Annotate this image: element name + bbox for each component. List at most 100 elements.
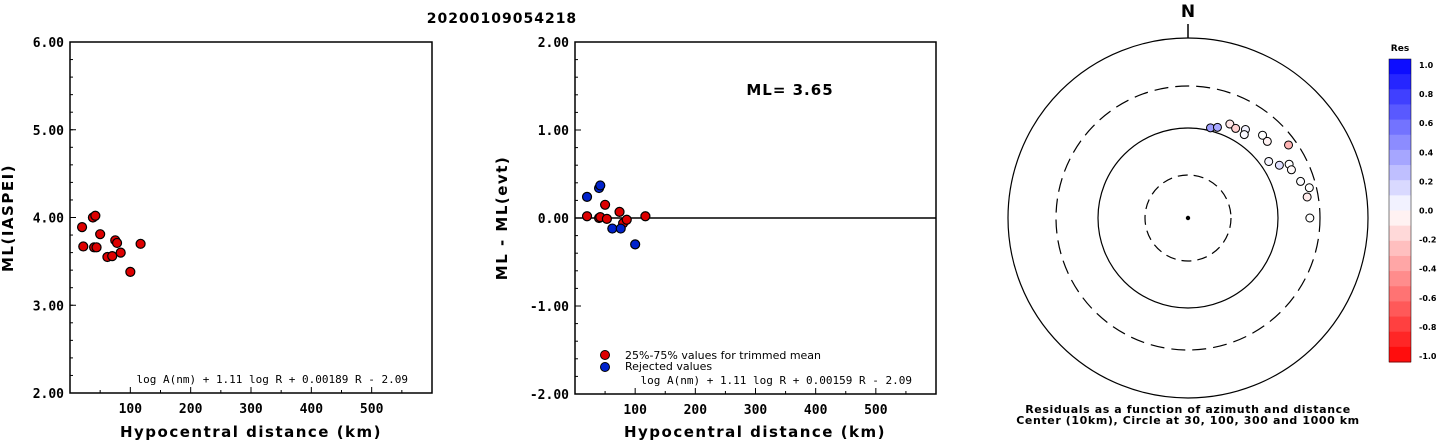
epicenter-dot: [1185, 215, 1191, 221]
polar-caption-line1: Residuals as a function of azimuth and d…: [1025, 403, 1351, 416]
x-tick-label: 500: [360, 402, 384, 417]
colorbar-cell: [1389, 255, 1411, 272]
legend-marker-rejected: [600, 362, 610, 372]
rejected-point: [595, 180, 606, 191]
colorbar-cell: [1389, 180, 1411, 196]
colorbar-tick-label: -0.4: [1419, 265, 1437, 274]
residual-formula: log A(nm) + 1.11 log R + 0.00159 R - 2.0…: [640, 374, 912, 387]
residual-vs-distance-panel: 100 200 300 400 500 -2.00 -1.00 0.00 1.00 2.00 ML…: [493, 36, 937, 441]
colorbar-cell: [1389, 149, 1411, 166]
y-tick-label: 2.00: [538, 36, 569, 51]
residual-y-axis-label: ML - ML(evt): [493, 156, 511, 280]
station-marker: [1305, 213, 1315, 223]
station-marker: [1231, 123, 1241, 133]
colorbar-cell: [1389, 271, 1411, 287]
data-point: [640, 211, 651, 222]
data-point: [76, 222, 88, 233]
rejected-point: [581, 191, 593, 202]
x-tick-label: 300: [239, 402, 263, 417]
colorbar-cell: [1389, 195, 1411, 211]
rejected-point: [615, 223, 626, 234]
data-point: [91, 242, 102, 253]
station-marker: [1239, 130, 1249, 140]
colorbar-cell: [1389, 89, 1411, 105]
ml-x-axis-label: Hypocentral distance (km): [120, 423, 382, 441]
colorbar-cell: [1389, 316, 1411, 333]
residual-x-axis-label: Hypocentral distance (km): [624, 423, 886, 441]
y-tick-label: 0.00: [538, 212, 569, 227]
polar-residual-panel: N Residuals as a function of azimuth and…: [1007, 2, 1369, 427]
colorbar-cell: [1389, 134, 1411, 151]
colorbar-cell: [1389, 225, 1411, 242]
colorbar-tick-label: 0.4: [1419, 148, 1434, 157]
y-tick-label: -2.00: [530, 388, 569, 403]
polar-caption-line2: Center (10km), Circle at 30, 100, 300 an…: [1016, 414, 1360, 427]
legend: 25%-75% values for trimmed mean Rejected…: [600, 349, 821, 373]
colorbar-tick-label: 0.8: [1419, 90, 1434, 99]
ml-vs-distance-panel: 100 200 300 400 500 2.00 3.00 4.00 5.00 6.00 log …: [0, 36, 433, 441]
colorbar-tick-label: 0.6: [1419, 119, 1434, 128]
colorbar-title: Res: [1391, 44, 1409, 54]
ml-formula: log A(nm) + 1.11 log R + 0.00189 R - 2.0…: [136, 373, 408, 386]
x-tick-label: 300: [744, 403, 768, 418]
y-tick-label: 4.00: [33, 212, 64, 227]
colorbar-cell: [1389, 210, 1411, 227]
data-point: [135, 238, 146, 249]
x-tick-label: 400: [804, 403, 828, 418]
y-tick-label: 6.00: [33, 36, 64, 51]
data-point: [115, 247, 126, 258]
residual-colorbar: Res 1.0 0.8 0.6 0.4 0.2 0.0 -0.2 -0.4 -0.6 -0.8 -1…: [1388, 44, 1437, 363]
x-tick-label: 100: [623, 403, 647, 418]
north-label: N: [1181, 2, 1195, 22]
data-point: [95, 229, 106, 240]
ring-100km: [1097, 127, 1279, 309]
y-tick-label: -1.00: [530, 300, 569, 315]
colorbar-cell: [1389, 286, 1411, 302]
station-marker: [1296, 176, 1306, 186]
colorbar-tick-label: 0.2: [1419, 177, 1433, 186]
colorbar-tick-label: -0.6: [1419, 294, 1437, 303]
ml-plot-frame: [69, 41, 433, 394]
data-point: [614, 206, 625, 217]
station-marker: [1212, 122, 1222, 132]
colorbar-cell: [1389, 104, 1411, 121]
figure-title: 20200109054218: [427, 11, 577, 27]
station-marker: [1262, 136, 1272, 146]
x-tick-label: 200: [179, 402, 203, 417]
ml-y-axis-label: ML(IASPEI): [0, 164, 17, 272]
data-point: [621, 214, 632, 225]
colorbar-cell: [1389, 119, 1411, 136]
data-point: [581, 211, 593, 222]
legend-label-trimmed: 25%-75% values for trimmed mean: [625, 349, 821, 362]
ring-300km: [1055, 85, 1321, 351]
data-point: [111, 237, 123, 249]
colorbar-tick-label: -0.8: [1419, 323, 1437, 332]
colorbar-cell: [1389, 59, 1411, 75]
data-point: [90, 210, 101, 221]
colorbar-cell: [1389, 165, 1411, 181]
rejected-point: [607, 223, 618, 234]
data-point: [78, 241, 89, 252]
data-point: [125, 266, 136, 278]
data-point: [107, 251, 118, 262]
legend-label-rejected: Rejected values: [625, 360, 712, 373]
station-marker: [1264, 156, 1274, 166]
colorbar-tick-label: -1.0: [1419, 352, 1437, 361]
x-tick-label: 100: [119, 402, 143, 417]
ml-event-value: ML= 3.65: [746, 81, 833, 99]
station-marker: [1284, 140, 1294, 150]
colorbar-cell: [1389, 331, 1411, 348]
data-point: [599, 199, 611, 210]
colorbar-cell: [1389, 301, 1411, 318]
y-tick-label: 5.00: [33, 124, 64, 139]
colorbar-frame: [1388, 58, 1412, 363]
x-tick-label: 500: [864, 403, 888, 418]
colorbar-tick-label: 1.0: [1419, 61, 1434, 70]
legend-marker-trimmed: [600, 350, 610, 360]
station-marker: [1258, 130, 1268, 140]
y-tick-label: 1.00: [538, 124, 569, 139]
x-tick-label: 200: [684, 403, 708, 418]
colorbar-cell: [1389, 74, 1411, 90]
station-marker: [1286, 165, 1296, 175]
